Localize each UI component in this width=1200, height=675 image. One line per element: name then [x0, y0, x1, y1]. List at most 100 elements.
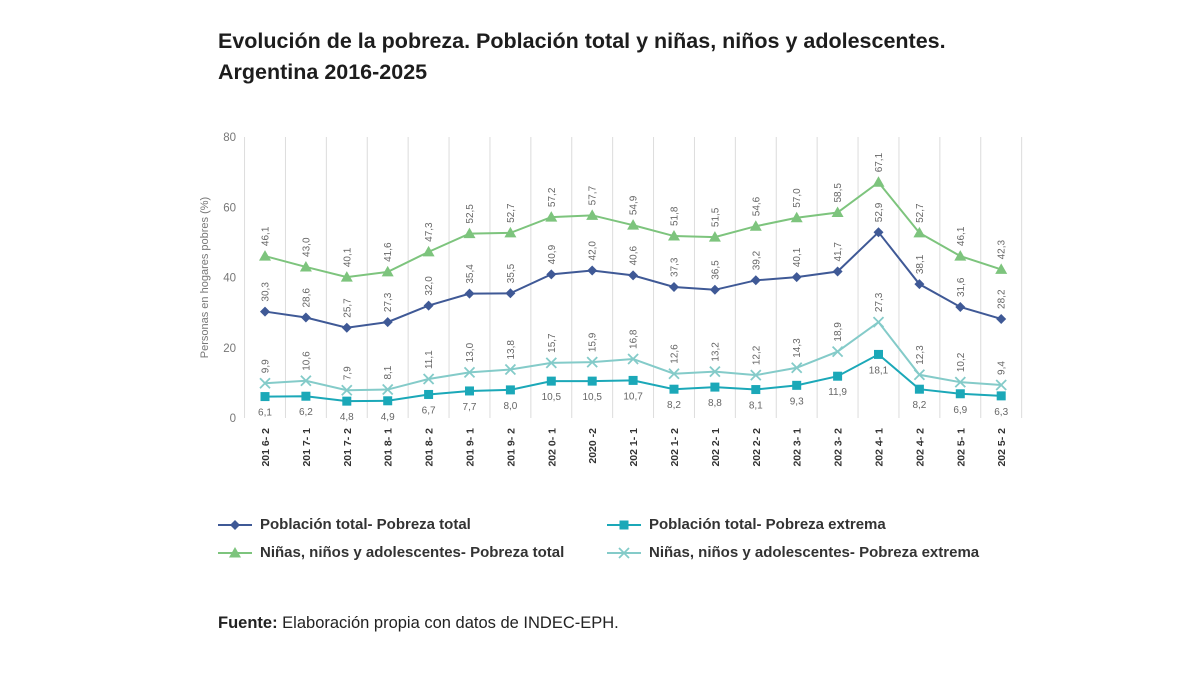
y-tick-label: 40	[223, 273, 236, 285]
data-point	[505, 385, 515, 395]
series-pob-total: 30,3 28,6 25,7 27,3 32,0 35,4 35,5 40,9 42,0 40,6…	[260, 202, 1008, 333]
data-point	[750, 275, 761, 286]
x-axis: 201 6- 2 201 7- 1 201 7- 2 201 8- 1 201 8- 2…	[260, 428, 1008, 467]
data-label: 12,6	[670, 344, 681, 364]
data-label: 40,1	[342, 247, 353, 267]
data-point	[791, 362, 803, 374]
data-point	[587, 376, 597, 386]
data-point	[586, 356, 598, 368]
data-label: 11,9	[828, 387, 847, 398]
data-point	[545, 211, 558, 222]
data-point	[710, 382, 720, 392]
legend-label: Niñas, niños y adolescentes- Pobreza ext…	[649, 544, 980, 561]
data-point	[341, 384, 353, 396]
data-label: 52,7	[915, 203, 926, 223]
data-point	[383, 396, 393, 406]
data-point	[955, 302, 966, 313]
x-tick-label: 202 2- 1	[710, 428, 722, 467]
data-point	[422, 245, 435, 257]
data-point	[300, 375, 312, 387]
x-tick-label: 201 8- 1	[383, 428, 395, 467]
y-axis-label: Personas en hogares pobres (%)	[199, 197, 211, 358]
data-point	[872, 316, 885, 328]
chart-title: Evolución de la pobreza. Población total…	[218, 26, 946, 88]
data-point	[505, 288, 516, 299]
data-point	[546, 376, 556, 386]
data-point	[463, 366, 476, 378]
data-label: 51,8	[670, 206, 681, 226]
data-point	[749, 220, 762, 231]
data-point	[504, 226, 517, 238]
data-point	[423, 300, 434, 311]
data-label: 10,7	[623, 391, 643, 402]
data-label: 15,9	[588, 332, 599, 352]
data-label: 9,3	[790, 396, 804, 407]
data-label: 52,7	[506, 203, 517, 223]
data-point	[874, 349, 883, 359]
data-label: 25,7	[342, 298, 353, 318]
legend-marker-shape	[229, 546, 241, 557]
y-tick-label: 0	[230, 413, 236, 425]
legend-item-nna-extrema: Niñas, niños y adolescentes- Pobreza ext…	[607, 544, 979, 561]
data-point	[995, 263, 1008, 274]
x-tick-label: 202 3- 1	[792, 428, 804, 467]
source-text: Elaboración propia con datos de INDEC-EP…	[277, 614, 619, 632]
data-label: 9,4	[997, 361, 1008, 375]
data-label: 47,3	[424, 222, 435, 242]
x-tick-label: 202 0- 1	[546, 428, 558, 467]
data-point	[260, 306, 270, 317]
data-label: 8,0	[503, 401, 517, 412]
data-label: 7,7	[463, 402, 477, 413]
data-point	[668, 368, 680, 380]
x-tick-label: 201 9- 1	[465, 428, 477, 467]
data-point	[299, 260, 312, 272]
data-point	[259, 377, 271, 389]
y-tick-label: 80	[223, 132, 236, 144]
legend-marker	[218, 519, 252, 530]
x-tick-label: 201 9- 2	[505, 428, 517, 467]
legend-marker-shape	[619, 520, 629, 529]
data-label: 4,8	[340, 412, 354, 423]
data-label: 27,3	[874, 292, 885, 312]
data-label: 51,5	[710, 207, 721, 227]
legend-item-nna-total: Niñas, niños y adolescentes- Pobreza tot…	[218, 544, 564, 561]
legend-marker-shape	[230, 519, 240, 530]
data-point	[995, 379, 1007, 391]
data-point	[587, 265, 598, 276]
data-point	[996, 391, 1006, 401]
data-point	[914, 279, 925, 290]
data-label: 43,0	[301, 237, 312, 257]
data-label: 12,2	[751, 345, 762, 365]
legend-item-pob-total: Población total- Pobreza total	[218, 516, 471, 533]
data-point	[790, 211, 803, 223]
x-tick-label: 202 4- 1	[874, 428, 886, 467]
source-note: Fuente: Elaboración propia con datos de …	[218, 614, 619, 633]
data-label: 18,1	[869, 365, 889, 376]
data-label: 41,7	[833, 242, 844, 262]
data-point	[913, 369, 926, 381]
data-label: 54,9	[629, 195, 640, 215]
data-label: 57,2	[547, 187, 558, 207]
data-point	[751, 385, 761, 395]
data-label: 8,2	[667, 400, 681, 411]
data-point	[791, 272, 802, 283]
data-label: 40,6	[629, 245, 640, 265]
legend-marker	[218, 546, 252, 557]
data-point	[260, 392, 270, 402]
data-point	[301, 391, 311, 401]
data-label: 15,7	[547, 333, 558, 353]
data-point	[259, 250, 271, 261]
data-label: 40,1	[792, 247, 803, 267]
data-label: 31,6	[956, 277, 967, 297]
data-point	[340, 271, 353, 282]
data-point	[628, 375, 638, 385]
x-tick-label: 202 1- 2	[669, 428, 681, 467]
series-nna-total: 46,1 43,0 40,1 41,6 47,3 52,5 52,7 57,2 57,7 54,9…	[259, 152, 1008, 282]
data-point	[382, 383, 394, 396]
data-label: 8,2	[912, 400, 926, 411]
data-label: 8,8	[708, 398, 722, 409]
data-label: 54,6	[751, 196, 762, 216]
data-point	[546, 269, 557, 280]
data-point	[831, 206, 844, 218]
data-label: 28,2	[997, 289, 1008, 309]
